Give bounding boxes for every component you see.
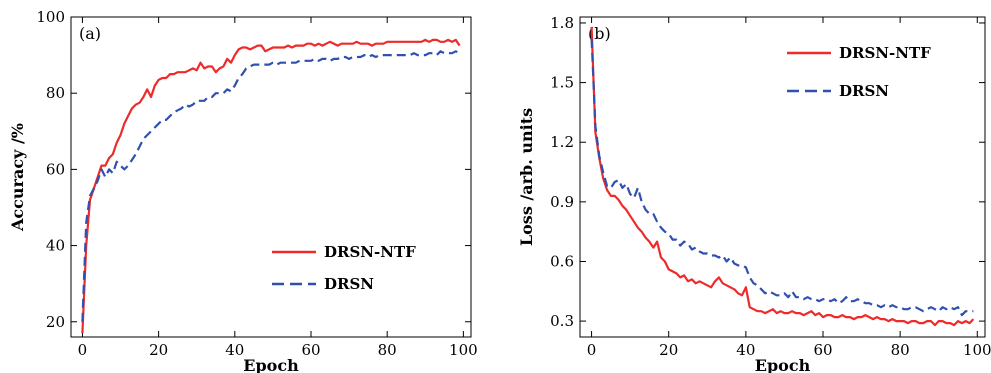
x-tick-label: 40	[225, 341, 244, 359]
legend-label: DRSN	[324, 275, 374, 293]
y-tick-label: 1.8	[550, 14, 574, 32]
series-line-drsn-ntf	[81, 38, 461, 334]
x-tick-label: 80	[378, 341, 397, 359]
x-tick-label: 40	[736, 341, 755, 359]
x-tick-label: 0	[78, 341, 88, 359]
x-tick-label: 0	[587, 341, 597, 359]
series-line-drsn	[81, 50, 461, 322]
y-tick-label: 1.5	[550, 74, 574, 92]
x-tick-label: 100	[963, 341, 991, 359]
x-tick-label: 60	[813, 341, 832, 359]
y-tick-label: 0.9	[550, 193, 574, 211]
x-tick-label: 80	[891, 341, 910, 359]
legend-label: DRSN-NTF	[324, 243, 416, 261]
y-tick-label: 80	[46, 84, 65, 102]
series-line-drsn-ntf	[590, 26, 975, 327]
y-tick-label: 20	[46, 313, 65, 331]
panel-a-accuracy-chart: 0 20 40 60 80 100 20 40 60 80 100 Epoch Accuracy /% (…	[8, 8, 478, 373]
plot-frame	[579, 16, 986, 338]
x-tick-label: 60	[301, 341, 320, 359]
y-tick-label: 100	[36, 8, 65, 26]
x-axis-label: Epoch	[243, 356, 299, 373]
y-axis-label: Loss /arb. units	[517, 108, 536, 246]
panel-label: (b)	[588, 24, 611, 43]
x-tick-label: 100	[449, 341, 478, 359]
y-tick-label: 40	[46, 237, 65, 255]
y-tick-label: 1.2	[550, 133, 574, 151]
y-tick-label: 0.6	[550, 252, 574, 270]
x-tick-label: 20	[149, 341, 168, 359]
panel-b-loss-chart: 0 20 40 60 80 100 0.3 0.6 0.9 1.2 1.5 1.8 Epoch Loss …	[517, 14, 991, 373]
panel-label: (a)	[79, 24, 101, 43]
y-axis-label: Accuracy /%	[8, 123, 27, 232]
y-tick-label: 60	[46, 160, 65, 178]
series-line-drsn	[590, 38, 974, 317]
x-tick-label: 20	[659, 341, 678, 359]
y-tick-label: 0.3	[550, 312, 574, 330]
x-axis-label: Epoch	[755, 356, 811, 373]
legend-label: DRSN	[839, 82, 889, 100]
legend-label: DRSN-NTF	[839, 44, 931, 62]
plot-frame	[70, 16, 472, 338]
